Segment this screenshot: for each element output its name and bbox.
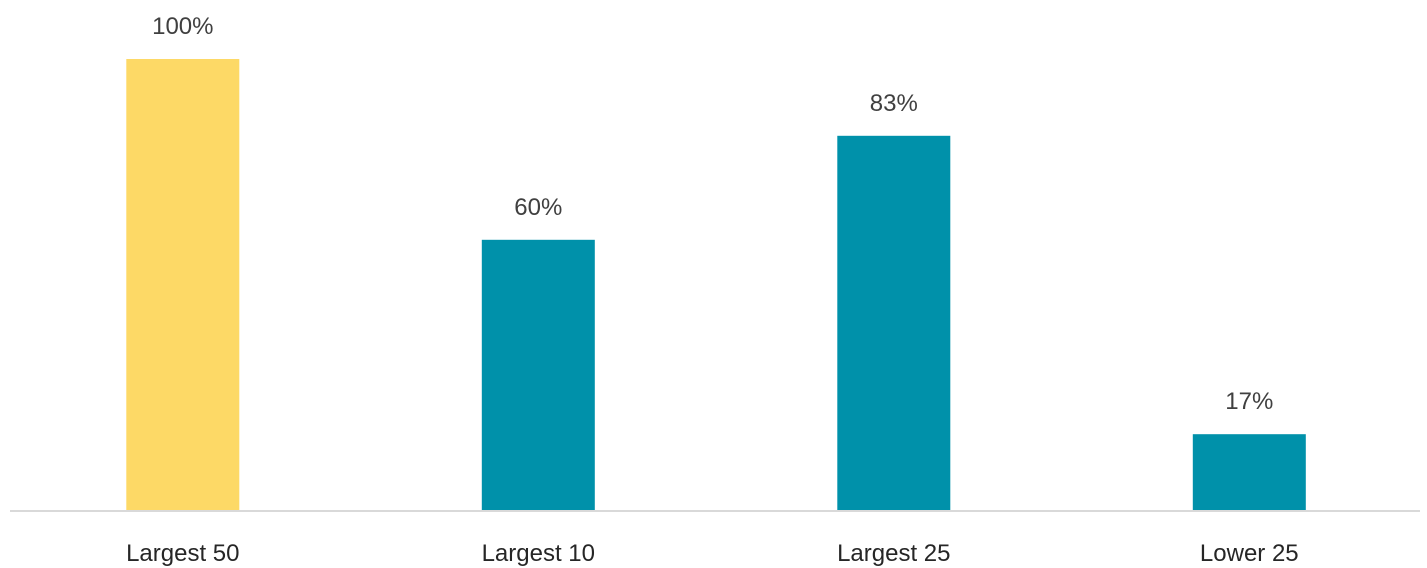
x-tick-label-lower-25: Lower 25 [1200, 540, 1299, 567]
value-label-largest-10: 60% [514, 194, 562, 221]
bars-layer [126, 59, 1306, 512]
x-tick-label-largest-25: Largest 25 [837, 540, 950, 567]
bar-largest-10 [481, 239, 595, 512]
value-label-largest-50: 100% [152, 13, 213, 40]
x-tick-label-largest-50: Largest 50 [126, 540, 239, 567]
value-label-lower-25: 17% [1225, 388, 1273, 415]
bar-largest-25 [837, 135, 951, 512]
tick-labels-layer: Largest 50 Largest 10 Largest 25 Lower 25 [126, 540, 1299, 567]
value-label-largest-25: 83% [870, 90, 918, 117]
bar-largest-50 [126, 59, 240, 511]
bar-lower-25 [1192, 434, 1306, 511]
value-labels-layer: 100% 60% 83% 17% [152, 13, 1273, 415]
x-tick-label-largest-10: Largest 10 [482, 540, 595, 567]
